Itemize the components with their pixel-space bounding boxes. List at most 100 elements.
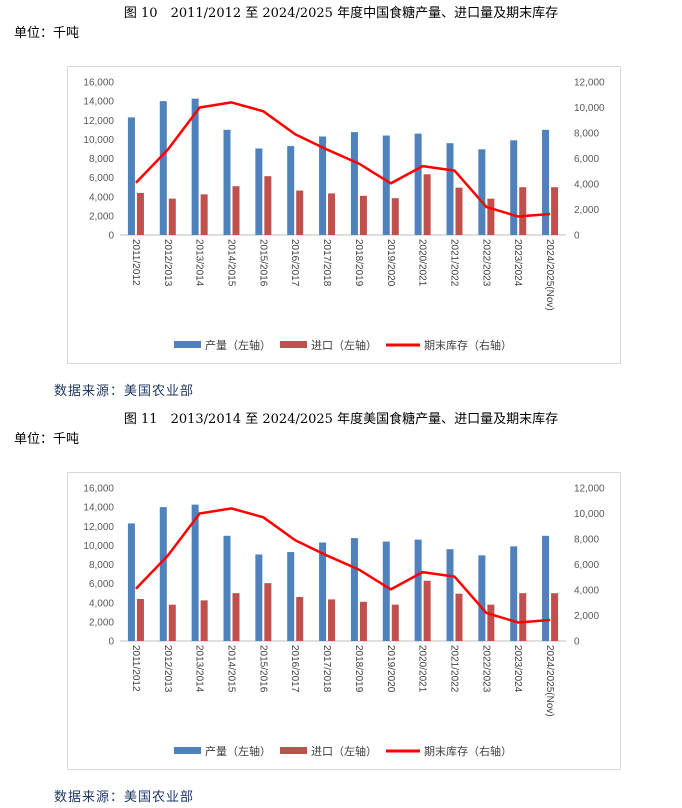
left-axis-tick-label: 4,000 <box>89 598 114 609</box>
import-bar <box>391 198 399 235</box>
legend-label: 期末库存（右轴） <box>424 744 512 758</box>
right-axis-tick-label: 2,000 <box>574 611 599 622</box>
production-bar <box>350 132 358 235</box>
production-bar <box>127 117 135 235</box>
production-bar <box>350 538 358 641</box>
import-bar <box>264 583 272 641</box>
production-bar <box>319 542 327 641</box>
category-label: 2018/2019 <box>353 239 364 287</box>
import-bar <box>359 195 367 235</box>
production-bar <box>542 535 550 641</box>
production-bar <box>159 101 167 235</box>
legend-label: 进口（左轴） <box>311 338 377 352</box>
production-bar <box>414 539 422 641</box>
import-bar <box>296 597 304 641</box>
legend-swatch <box>174 341 201 348</box>
left-axis-tick-label: 10,000 <box>83 135 114 146</box>
category-label: 2021/2022 <box>449 645 460 693</box>
right-axis-tick-label: 6,000 <box>574 560 599 571</box>
import-bar <box>200 194 208 235</box>
production-bar <box>446 549 454 641</box>
production-bar <box>382 135 390 235</box>
right-axis-tick-label: 12,000 <box>574 484 605 495</box>
import-bar <box>200 600 208 641</box>
production-bar <box>255 148 263 235</box>
import-bar <box>423 174 431 235</box>
import-bar <box>455 593 463 641</box>
import-bar <box>328 193 336 235</box>
production-bar <box>191 504 199 641</box>
import-bar <box>168 198 176 235</box>
category-label: 2019/2020 <box>385 239 396 287</box>
import-bar <box>423 580 431 641</box>
left-axis-tick-label: 8,000 <box>89 154 114 165</box>
category-label: 2018/2019 <box>353 645 364 693</box>
import-bar <box>359 601 367 641</box>
left-axis-tick-label: 16,000 <box>83 78 114 89</box>
legend-label: 产量（左轴） <box>205 338 271 352</box>
production-bar <box>414 133 422 235</box>
production-bar <box>191 98 199 235</box>
import-bar <box>455 187 463 235</box>
production-bar <box>542 129 550 235</box>
right-axis-tick-label: 2,000 <box>574 205 599 216</box>
production-bar <box>223 535 231 641</box>
left-axis-tick-label: 2,000 <box>89 211 114 222</box>
import-bar <box>328 599 336 641</box>
category-label: 2011/2012 <box>130 239 141 286</box>
figure-10-source: 数据来源：美国农业部 <box>54 384 195 399</box>
left-axis-tick-label: 14,000 <box>83 97 114 108</box>
category-label: 2014/2015 <box>226 645 237 693</box>
left-axis-tick-label: 4,000 <box>89 192 114 203</box>
category-label: 2020/2021 <box>417 239 428 287</box>
production-bar <box>255 554 263 641</box>
left-axis-tick-label: 8,000 <box>89 560 114 571</box>
ending-stock-line <box>135 507 551 624</box>
category-label: 2013/2014 <box>194 239 205 287</box>
figure-11-source: 数据来源：美国农业部 <box>54 790 195 805</box>
production-bar <box>159 507 167 641</box>
legend-swatch <box>174 747 201 754</box>
import-bar <box>551 593 559 641</box>
ending-stock-line <box>135 101 551 218</box>
category-label: 2019/2020 <box>385 645 396 693</box>
category-label: 2017/2018 <box>321 645 332 693</box>
right-axis-tick-label: 6,000 <box>574 154 599 165</box>
import-bar <box>136 598 144 641</box>
category-label: 2016/2017 <box>289 239 300 287</box>
figure-11-title: 图 11 2013/2014 至 2024/2025 年度美国食糖产量、进口量及… <box>123 412 559 427</box>
import-bar <box>296 190 304 235</box>
import-bar <box>487 198 495 235</box>
left-axis-tick-label: 14,000 <box>83 503 114 514</box>
category-label: 2020/2021 <box>417 645 428 693</box>
import-bar <box>232 593 240 641</box>
left-axis-tick-label: 16,000 <box>83 484 114 495</box>
chart-11: 16,000 14,000 12,000 10,000 8,000 6,000 4,000 2… <box>67 472 621 770</box>
legend-label: 进口（左轴） <box>311 744 377 758</box>
import-bar <box>519 187 527 235</box>
chart-10: 16,000 14,000 12,000 10,000 8,000 6,000 4,000 2… <box>67 66 621 364</box>
legend-label: 期末库存（右轴） <box>424 338 512 352</box>
left-axis-tick-label: 10,000 <box>83 541 114 552</box>
production-bar <box>127 523 135 641</box>
right-axis-tick-label: 8,000 <box>574 129 599 140</box>
production-bar <box>287 146 295 235</box>
production-bar <box>478 149 486 235</box>
chart-11-svg: 16,000 14,000 12,000 10,000 8,000 6,000 4,000 2… <box>83 484 605 759</box>
import-bar <box>232 186 240 235</box>
left-axis-tick-label: 12,000 <box>83 116 114 127</box>
category-label: 2015/2016 <box>257 239 268 287</box>
category-label: 2012/2013 <box>162 645 173 693</box>
import-bar <box>551 187 559 235</box>
figure-11-unit: 单位：千吨 <box>14 432 80 447</box>
left-axis-tick-label: 6,000 <box>89 173 114 184</box>
production-bar <box>510 546 518 641</box>
production-bar <box>223 129 231 235</box>
category-label: 2012/2013 <box>162 239 173 287</box>
category-label: 2024/2025(Nov) <box>544 645 555 717</box>
category-label: 2021/2022 <box>449 239 460 287</box>
production-bar <box>287 552 295 641</box>
right-axis-tick-label: 4,000 <box>574 586 599 597</box>
category-label: 2024/2025(Nov) <box>544 239 555 311</box>
right-axis-tick-label: 10,000 <box>574 509 605 520</box>
